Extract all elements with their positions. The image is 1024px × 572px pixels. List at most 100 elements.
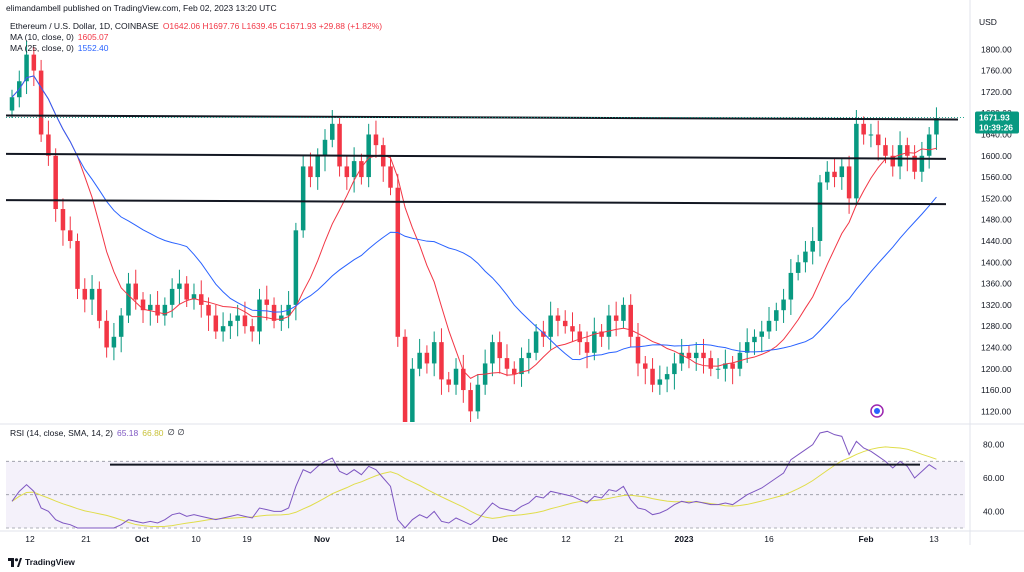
candle-body [162,304,168,316]
candle-body [570,326,575,332]
candle-body [126,283,131,316]
candle-body [759,331,765,337]
price-tick-label: 1160.00 [981,385,1011,395]
candle-body [744,342,750,353]
candle-body [191,294,197,300]
candle-body [24,54,29,82]
time-tick-label: Dec [492,534,508,544]
candle-body [140,299,146,311]
instrument-line: Ethereum / U.S. Dollar, 1D, COINBASE O16… [10,21,382,32]
candle-body [424,352,430,364]
instrument-name: Ethereum / U.S. Dollar, 1D, COINBASE [10,21,159,31]
candle-body [373,134,379,146]
candle-body [577,331,583,343]
footer-brand[interactable]: TradingView [8,557,75,567]
ma10-legend[interactable]: MA (10, close, 0) 1605.07 [10,32,382,43]
candle-body [541,331,546,337]
candle-body [111,336,117,348]
candle-body [693,352,699,359]
candle-body [643,363,648,369]
price-tick-label: 1760.00 [981,66,1012,76]
candle-body [613,315,619,321]
rsi-tick-label: 80.00 [983,440,1005,450]
candle-body [781,299,786,311]
candle-body [410,368,415,422]
rsi-extra: ∅ ∅ [167,427,185,437]
candle-body [395,187,401,337]
candle-body [468,390,473,412]
candle-body [417,352,422,369]
candle-body [533,331,539,353]
candle-body [322,139,328,156]
rsi-ma-line [11,446,937,528]
candle-body [650,368,655,385]
current-price-box [975,111,1019,134]
price-tick-label: 1400.00 [981,257,1012,267]
candle-body [9,97,15,111]
candle-body [846,166,852,199]
price-tick-label: 1640.00 [981,129,1012,139]
candle-body [766,320,772,332]
candle-body [293,230,299,305]
ma10-line [11,75,937,379]
candle-body [249,326,255,332]
rsi-legend[interactable]: RSI (14, close, SMA, 14, 2) 65.18 66.80 … [10,427,185,438]
time-tick-label: 16 [764,534,774,544]
price-tick-label: 1440.00 [981,236,1012,246]
candle-body [854,123,859,199]
candle-body [315,155,320,178]
candle-body [228,320,233,327]
time-tick-label: 21 [614,534,624,544]
price-tick-label: 1800.00 [981,44,1012,54]
candle-body [708,358,714,369]
event-marker-dot-icon [874,408,880,414]
time-tick-label: 12 [25,534,35,544]
candle-body [897,145,903,167]
candle-body [635,336,641,364]
current-price-label: 1671.93 [979,112,1010,122]
candle-body [730,363,735,369]
candle-body [431,342,437,364]
main-legend: Ethereum / U.S. Dollar, 1D, COINBASE O16… [10,21,382,54]
candle-body [439,342,444,380]
candle-body [213,315,219,332]
rsi-tick-label: 60.00 [983,473,1005,483]
candle-body [344,166,350,178]
candle-body [664,374,670,380]
candle-body [67,230,73,241]
candle-body [38,70,44,135]
rsi-label: RSI (14, close, SMA, 14, 2) [10,427,113,438]
candle-body [133,283,139,300]
support-line [5,199,947,206]
time-tick-label: 21 [81,534,91,544]
price-tick-label: 1120.00 [981,406,1011,416]
rsi-value: 65.18 [116,427,139,438]
candle-body [75,240,80,289]
time-tick-label: 12 [561,534,571,544]
candle-body [934,117,939,135]
rsi-tick-label: 40.00 [983,506,1005,516]
candle-body [279,315,284,321]
candle-body [723,363,728,369]
candle-body [715,368,721,370]
candle-body [701,352,706,359]
candle-body [271,304,277,321]
candle-body [752,336,757,343]
candle-body [475,384,481,412]
candle-body [60,209,66,231]
candle-body [97,288,102,321]
rsi-ma-value: 66.80 [142,427,164,438]
price-tick-label: 1720.00 [981,87,1012,97]
candle-body [104,320,109,348]
candle-body [359,161,364,178]
footer-brand-text: TradingView [25,557,75,567]
rsi-line [11,430,937,529]
candle-body [875,134,881,146]
candle-body [788,272,794,300]
candle-body [628,304,633,337]
candle-body [824,171,830,183]
candle-body [148,304,153,311]
candle-body [118,315,124,337]
ma25-legend[interactable]: MA (25, close, 0) 1552.40 [10,43,382,54]
